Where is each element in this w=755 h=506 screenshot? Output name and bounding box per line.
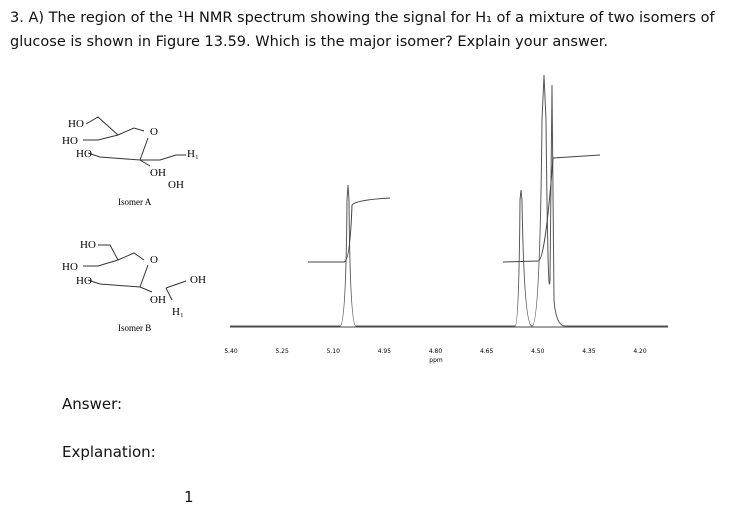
tick-label: 4.65 [480, 348, 494, 355]
atom-label: HO [62, 261, 78, 273]
atom-label: HO [76, 148, 92, 160]
atom-label: OH [150, 167, 166, 179]
tick-label: 5.10 [327, 348, 341, 355]
atom-label: HO [68, 118, 84, 130]
tick-label: 4.20 [633, 348, 647, 355]
atom-label: OH [150, 294, 166, 306]
isomer-name: Isomer B [118, 323, 151, 333]
atom-label: H₁ [187, 148, 199, 160]
tick-label: 4.95 [378, 348, 392, 355]
question-text: 3. A) The region of the ¹H NMR spectrum … [10, 10, 715, 50]
atom-label: OH [168, 179, 184, 191]
isomer-name: Isomer A [118, 197, 152, 207]
atom-label: O [150, 126, 158, 138]
atom-label: HO [76, 275, 92, 287]
tick-label: 4.50 [531, 348, 545, 355]
structure-lines [83, 116, 187, 301]
atom-label: O [150, 254, 158, 266]
axis-label: ppm [429, 357, 443, 364]
spectrum [230, 74, 668, 328]
atom-label: HO [62, 135, 78, 147]
spectrum-axis: 5.40 5.25 5.10 4.95 4.80 4.65 4.50 4.35 4.20 ppm [224, 348, 647, 364]
tick-label: 5.25 [275, 348, 289, 355]
atom-label: H₁ [172, 306, 184, 318]
explanation-label: Explanation: [62, 443, 156, 461]
tick-label: 4.35 [582, 348, 596, 355]
page-number: 1 [184, 488, 194, 506]
answer-label: Answer: [62, 395, 123, 413]
atom-label: HO [80, 239, 96, 251]
tick-label: 4.80 [429, 348, 443, 355]
tick-label: 5.40 [224, 348, 238, 355]
atom-label: OH [190, 274, 206, 286]
